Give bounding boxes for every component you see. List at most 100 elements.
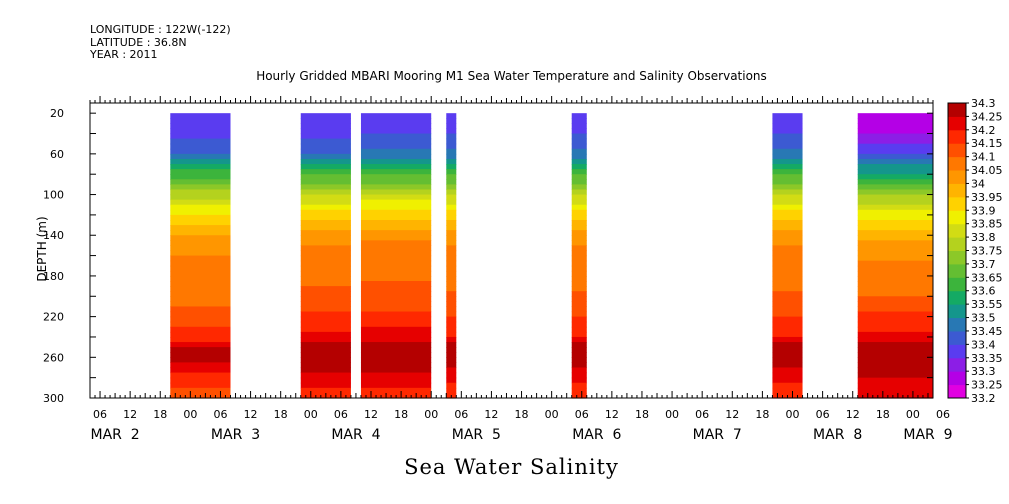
salinity-cell — [857, 204, 933, 211]
salinity-cell — [360, 347, 432, 353]
x-tick-label: 06 — [936, 408, 950, 421]
header-latitude: LATITUDE : 36.8N — [90, 36, 187, 49]
x-tick-label: 00 — [665, 408, 679, 421]
salinity-cell — [360, 189, 432, 196]
salinity-cell — [857, 184, 933, 191]
salinity-cell — [571, 316, 587, 323]
salinity-cell — [360, 265, 432, 272]
salinity-cell — [571, 169, 587, 175]
salinity-cell — [170, 194, 231, 201]
salinity-cell — [446, 240, 457, 247]
salinity-cell — [170, 189, 231, 196]
salinity-cell — [170, 311, 231, 318]
salinity-cell — [360, 128, 432, 135]
colorbar-swatch — [948, 384, 966, 399]
salinity-cell — [446, 204, 457, 211]
colorbar-swatch — [948, 143, 966, 158]
salinity-cell — [300, 270, 351, 277]
salinity-cell — [360, 143, 432, 150]
salinity-cell — [772, 179, 803, 185]
salinity-cell — [772, 311, 803, 318]
salinity-cell — [772, 306, 803, 313]
salinity-cell — [772, 372, 803, 379]
salinity-cell — [360, 235, 432, 241]
salinity-cell — [772, 169, 803, 175]
salinity-cell — [170, 123, 231, 130]
salinity-cell — [446, 123, 457, 130]
salinity-cell — [772, 133, 803, 140]
salinity-cell — [857, 194, 933, 201]
salinity-cell — [446, 255, 457, 262]
salinity-cell — [571, 235, 587, 241]
salinity-cell — [446, 286, 457, 292]
salinity-cell — [857, 275, 933, 282]
salinity-cell — [857, 128, 933, 135]
salinity-cell — [300, 382, 351, 389]
salinity-cell — [446, 372, 457, 379]
salinity-cell — [446, 143, 457, 150]
salinity-cell — [857, 377, 933, 384]
salinity-cell — [170, 118, 231, 124]
colorbar-swatch — [948, 250, 966, 265]
salinity-cell — [300, 199, 351, 206]
salinity-cell — [170, 219, 231, 226]
salinity-cell — [446, 367, 457, 374]
salinity-cell — [170, 362, 231, 369]
salinity-cell — [857, 387, 933, 394]
salinity-cell — [446, 336, 457, 343]
salinity-cell — [571, 286, 587, 292]
salinity-cell — [446, 260, 457, 267]
salinity-cell — [360, 230, 432, 236]
salinity-segment — [170, 113, 231, 399]
salinity-cell — [300, 250, 351, 257]
salinity-cell — [360, 118, 432, 124]
salinity-cell — [300, 311, 351, 318]
y-axis-label: DEPTH (m) — [35, 216, 49, 281]
salinity-cell — [772, 296, 803, 302]
salinity-cell — [857, 357, 933, 363]
colorbar-swatch — [948, 263, 966, 278]
salinity-cell — [170, 153, 231, 160]
colorbar-label: 33.6 — [971, 285, 996, 298]
salinity-cell — [170, 143, 231, 150]
colorbar-swatch — [948, 371, 966, 386]
salinity-cell — [170, 372, 231, 379]
salinity-cell — [772, 128, 803, 135]
salinity-cell — [360, 342, 432, 348]
salinity-cell — [360, 260, 432, 267]
x-tick-label: 06 — [454, 408, 468, 421]
salinity-cell — [360, 250, 432, 257]
salinity-cell — [170, 387, 231, 394]
salinity-cell — [170, 260, 231, 267]
salinity-cell — [300, 352, 351, 358]
salinity-cell — [772, 194, 803, 201]
salinity-cell — [360, 372, 432, 379]
salinity-cell — [446, 148, 457, 155]
colorbar-label: 34.05 — [971, 164, 1003, 177]
salinity-cell — [360, 296, 432, 302]
salinity-segment — [300, 113, 351, 399]
salinity-cell — [300, 123, 351, 130]
colorbar-label: 33.8 — [971, 231, 996, 244]
salinity-cell — [300, 158, 351, 165]
salinity-cell — [300, 240, 351, 247]
salinity-cell — [170, 296, 231, 302]
x-tick-label: 00 — [183, 408, 197, 421]
salinity-cell — [857, 245, 933, 252]
salinity-cell — [170, 286, 231, 292]
salinity-cell — [170, 306, 231, 313]
colorbar-label: 33.95 — [971, 191, 1003, 204]
salinity-cell — [772, 362, 803, 369]
salinity-cell — [170, 128, 231, 135]
salinity-cell — [571, 255, 587, 262]
salinity-cell — [300, 275, 351, 282]
salinity-cell — [446, 179, 457, 185]
salinity-cell — [571, 306, 587, 313]
salinity-cell — [300, 138, 351, 145]
salinity-cell — [857, 209, 933, 216]
salinity-cell — [446, 219, 457, 226]
salinity-cell — [571, 148, 587, 155]
salinity-cell — [857, 311, 933, 318]
salinity-cell — [446, 352, 457, 358]
colorbar-label: 34.1 — [971, 151, 996, 164]
